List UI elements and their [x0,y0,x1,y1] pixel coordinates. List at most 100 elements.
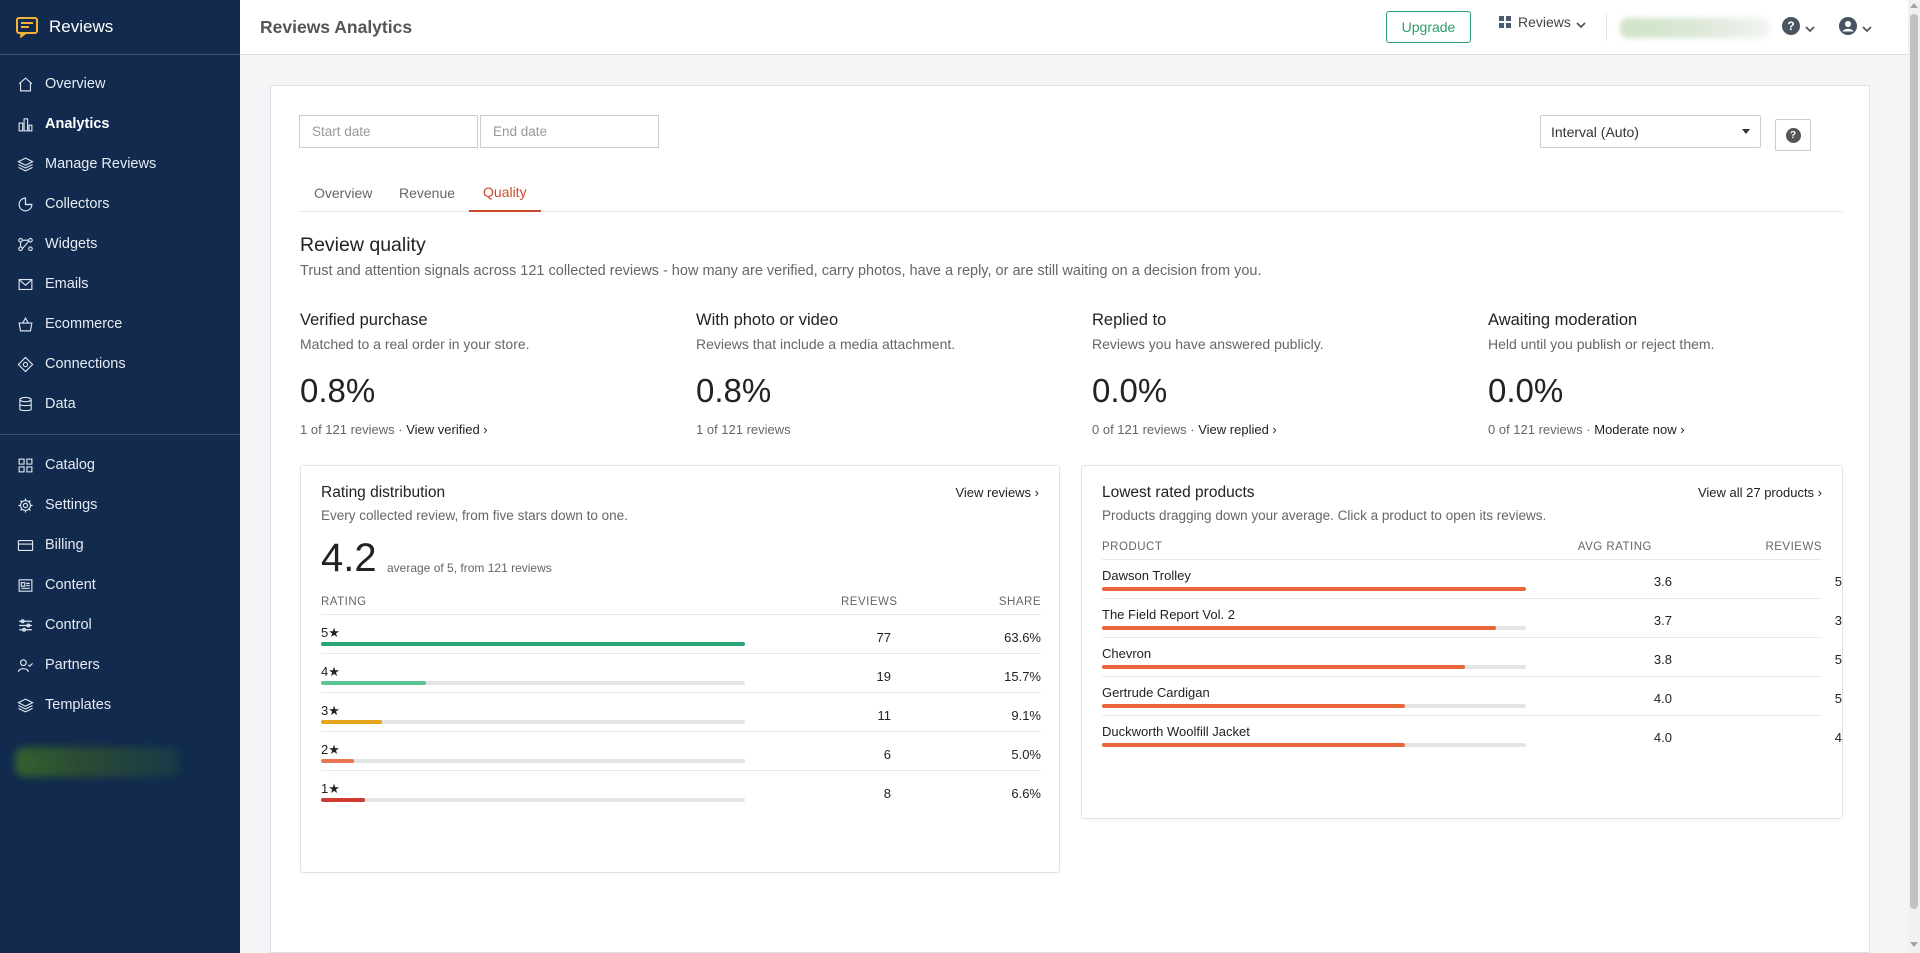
rating-distribution-card: Rating distribution View reviews › Every… [300,465,1060,873]
bar-chart-icon [17,116,34,133]
sidebar-item-connections[interactable]: Connections [0,344,240,384]
view-replied-link[interactable]: View replied › [1198,422,1277,437]
rating-share: 15.7% [1004,669,1041,684]
product-avg-rating: 4.0 [1653,691,1672,706]
moderate-now-link[interactable]: Moderate now › [1594,422,1685,437]
tab-overview[interactable]: Overview [314,185,373,201]
sidebar-item-data[interactable]: Data [0,384,240,424]
product-row[interactable]: Chevron 3.8 5 [1102,637,1842,676]
user-menu[interactable] [1839,17,1872,35]
brand[interactable]: Reviews [0,0,240,55]
sidebar-item-analytics[interactable]: Analytics [0,104,240,144]
analytics-tabs: Overview Revenue Quality [300,174,1843,212]
rating-label: 5★ [321,625,340,640]
sidebar-item-label: Collectors [45,196,110,212]
metric-title: Awaiting moderation [1488,311,1638,329]
sidebar-item-ecommerce[interactable]: Ecommerce [0,304,240,344]
scroll-up-arrow-icon[interactable] [1910,3,1918,8]
sidebar-item-collectors[interactable]: Collectors [0,184,240,224]
product-bar-fill [1102,626,1496,630]
product-reviews-count: 5 [1834,652,1842,667]
view-reviews-link[interactable]: View reviews › [955,485,1039,500]
sidebar-item-control[interactable]: Control [0,605,240,645]
metric-subtitle: Held until you publish or reject them. [1488,336,1715,352]
sidebar-item-overview[interactable]: Overview [0,64,240,104]
metric-replied-to: Replied to Reviews you have answered pub… [1092,311,1482,437]
product-row[interactable]: Gertrude Cardigan 4.0 5 [1102,676,1842,715]
product-row[interactable]: Duckworth Woolfill Jacket 4.0 4 [1102,715,1842,754]
sidebar-item-manage-reviews[interactable]: Manage Reviews [0,144,240,184]
tab-revenue[interactable]: Revenue [399,185,456,201]
apps-switcher[interactable]: Reviews [1499,14,1586,30]
sidebar-item-widgets[interactable]: Widgets [0,224,240,264]
metric-title: With photo or video [696,311,839,329]
rating-bar-fill [321,681,426,685]
sidebar-item-templates[interactable]: Templates [0,685,240,725]
sidebar-item-partners[interactable]: Partners [0,645,240,685]
product-name[interactable]: Duckworth Woolfill Jacket [1102,724,1250,739]
product-name[interactable]: Dawson Trolley [1102,568,1191,583]
sidebar-item-catalog[interactable]: Catalog [0,445,240,485]
tab-quality[interactable]: Quality [469,174,541,212]
store-switcher-blurred[interactable] [15,747,180,777]
rating-bar-track [321,642,745,646]
interval-select[interactable]: Interval (Auto) [1540,115,1761,148]
help-button[interactable]: ? [1775,119,1811,151]
grid-icon [17,457,34,474]
sidebar-item-billing[interactable]: Billing [0,525,240,565]
rating-row: 3★ 11 9.1% [321,692,1041,731]
view-verified-link[interactable]: View verified › [406,422,488,437]
page-title: Reviews Analytics [260,16,413,37]
metric-footer: 1 of 121 reviews · View verified › [300,422,690,437]
metric-footer: 0 of 121 reviews · Moderate now › [1488,422,1878,437]
product-row[interactable]: The Field Report Vol. 2 3.7 3 [1102,598,1842,637]
rating-reviews-count: 6 [883,747,891,762]
scroll-down-arrow-icon[interactable] [1910,942,1918,947]
user-avatar-icon [1839,17,1857,35]
section-title: Review quality [300,234,426,256]
sidebar-item-content[interactable]: Content [0,565,240,605]
rating-row: 4★ 19 15.7% [321,653,1041,692]
rating-bar-track [321,798,745,802]
rating-row: 2★ 6 5.0% [321,731,1041,770]
caret-down-icon [1742,129,1750,134]
rating-share: 9.1% [1011,708,1041,723]
metric-subtitle: Reviews you have answered publicly. [1092,336,1324,352]
top-header: Reviews Analytics Upgrade Reviews ? [240,0,1910,55]
product-name[interactable]: The Field Report Vol. 2 [1102,607,1235,622]
metric-separator: · [394,422,407,437]
metric-value: 0.8% [300,372,376,409]
rating-label: 2★ [321,742,340,757]
product-bar-track [1102,626,1526,630]
metric-separator: · [1582,422,1595,437]
product-avg-rating: 3.8 [1653,652,1672,667]
rating-label: 1★ [321,781,340,796]
scrollbar-thumb[interactable] [1910,14,1918,909]
help-menu[interactable]: ? [1782,17,1815,35]
page-scrollbar[interactable] [1908,0,1920,953]
metric-with-media: With photo or video Reviews that include… [696,311,1086,437]
product-name[interactable]: Chevron [1102,646,1152,661]
card-description: Every collected review, from five stars … [321,508,628,523]
product-name[interactable]: Gertrude Cardigan [1102,685,1210,700]
start-date-input[interactable]: Start date [299,115,478,148]
metric-value: 0.8% [696,372,772,409]
account-name-blurred [1620,18,1770,38]
basket-icon [17,316,34,333]
sidebar-item-emails[interactable]: Emails [0,264,240,304]
metric-count: 1 of 121 reviews [300,422,395,437]
sidebar-item-settings[interactable]: Settings [0,485,240,525]
metric-separator: · [1186,422,1199,437]
upgrade-button[interactable]: Upgrade [1386,11,1471,43]
sidebar-item-label: Partners [45,657,100,673]
sidebar-item-label: Content [45,577,96,593]
average-rating: 4.2 [321,536,377,580]
end-date-input[interactable]: End date [480,115,659,148]
product-row[interactable]: Dawson Trolley 3.6 5 [1102,559,1842,598]
rating-bar-track [321,759,745,763]
view-all-products-link[interactable]: View all 27 products › [1697,485,1822,500]
col-product: PRODUCT [1102,541,1163,553]
metric-value: 0.0% [1092,372,1168,409]
col-rating: RATING [321,596,367,608]
pie-icon [17,196,34,213]
